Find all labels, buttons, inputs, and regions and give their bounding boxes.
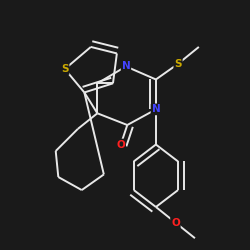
Text: N: N — [152, 104, 160, 115]
Text: O: O — [116, 140, 125, 149]
Text: N: N — [122, 62, 130, 72]
Text: S: S — [174, 59, 182, 69]
Text: S: S — [61, 64, 68, 74]
Text: O: O — [171, 218, 180, 228]
